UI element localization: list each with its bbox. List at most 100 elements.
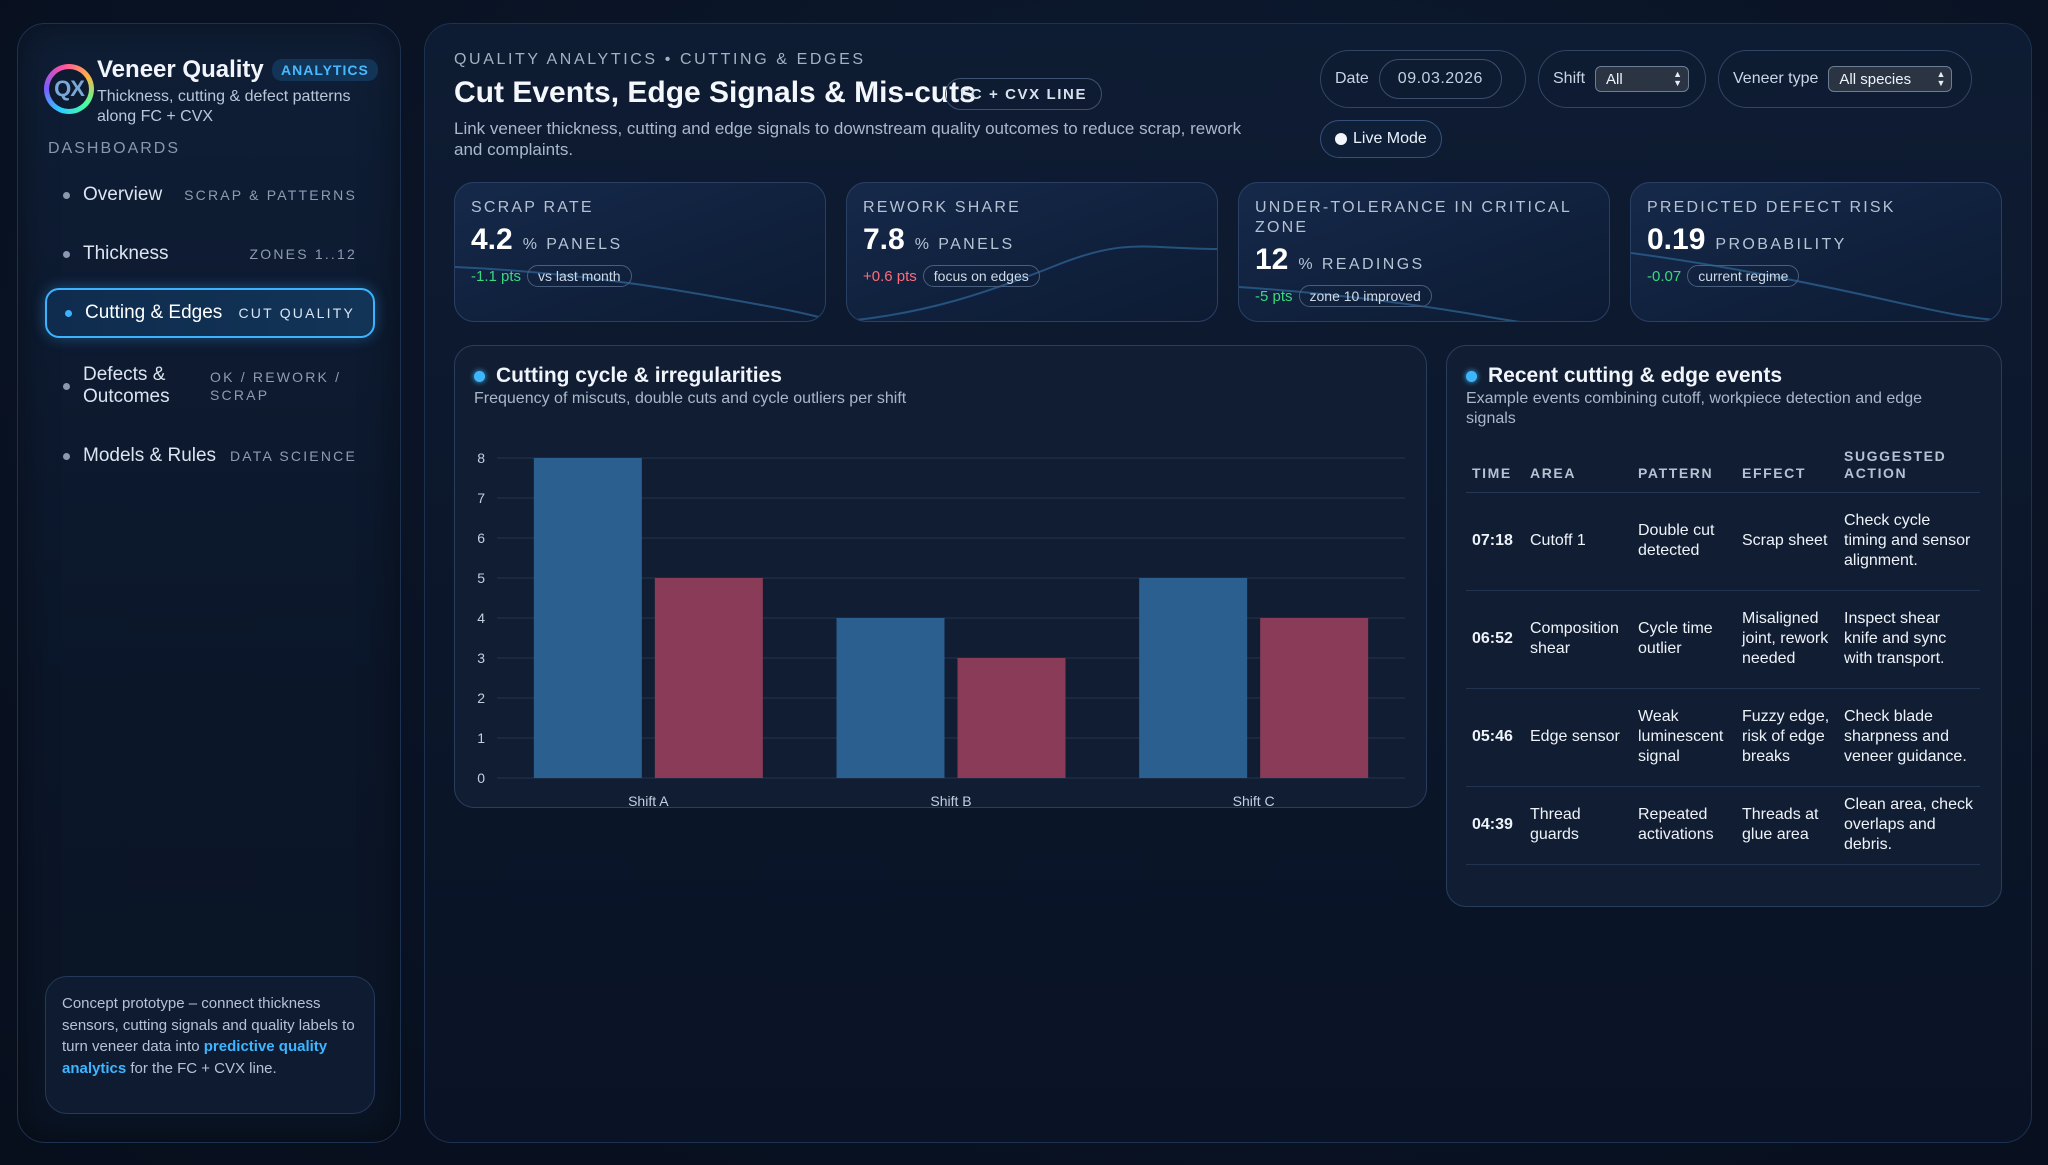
nav-item-label: Defects & Outcomes <box>83 364 170 407</box>
nav-item-tag: ZONES 1..12 <box>249 246 357 262</box>
kpi-unit: PROBABILITY <box>1715 236 1847 253</box>
sidebar: QX Veneer Quality ANALYTICS Thickness, c… <box>17 23 401 1143</box>
cutting-cycle-chart: 0 1 2 3 4 5 6 7 8 Shift A Shift B Shift C <box>477 450 1405 809</box>
event-action: Check cycle timing and sensor alignment. <box>1838 492 1980 591</box>
shift-filter-label: Shift <box>1553 70 1586 87</box>
y-tick-label: 3 <box>477 650 485 666</box>
bar <box>654 578 763 778</box>
event-time: 06:52 <box>1466 590 1524 689</box>
kpi-chip: focus on edges <box>922 265 1040 287</box>
kpi-unit: % PANELS <box>522 236 623 253</box>
bar <box>533 458 642 778</box>
column-header: TIME <box>1466 446 1524 493</box>
kpi-chip: current regime <box>1687 265 1800 287</box>
bar <box>1139 578 1248 778</box>
bar <box>836 618 945 778</box>
y-tick-label: 5 <box>477 570 485 586</box>
event-area: Composition shear <box>1524 590 1632 689</box>
bullet-icon <box>63 250 70 258</box>
brand-subtitle: Thickness, cutting & defect patterns alo… <box>97 88 351 125</box>
sparkline <box>455 266 825 320</box>
event-pattern: Weak luminescent signal <box>1632 688 1736 787</box>
table-row[interactable]: 06:52 Composition shear Cycle time outli… <box>1466 590 1980 689</box>
nav-item-defects-outcomes[interactable]: Defects & Outcomes OK / REWORK / SCRAP <box>45 361 375 411</box>
veneer-type-select[interactable]: All species ▲ ▼ <box>1828 66 1953 92</box>
kpi-label: PREDICTED DEFECT RISK <box>1647 199 1896 216</box>
concept-highlight: predictive quality analytics <box>62 1038 328 1077</box>
column-header: PATTERN <box>1632 446 1736 493</box>
kpi-value: 4.2 <box>471 223 513 256</box>
date-input[interactable]: 09.03.2026 <box>1378 59 1502 99</box>
event-effect: Threads at glue area <box>1736 786 1838 865</box>
event-action: Clean area, check overlaps and debris. <box>1838 786 1980 865</box>
recent-events-card: Recent cutting & edge events Example eve… <box>1446 345 2002 907</box>
chart-subtitle: Frequency of miscuts, double cuts and cy… <box>474 390 907 407</box>
veneer-type-filter: Veneer type All species ▲ ▼ <box>1718 50 1972 108</box>
table-row[interactable]: 05:46 Edge sensor Weak luminescent signa… <box>1466 688 1980 787</box>
event-area: Thread guards <box>1524 786 1632 865</box>
shift-select[interactable]: All ▲ ▼ <box>1595 66 1690 92</box>
kpi-delta: +0.6 pts <box>863 267 917 285</box>
y-tick-label: 4 <box>477 610 485 626</box>
nav-item-cutting-edges[interactable]: Cutting & Edges CUT QUALITY <box>45 288 375 338</box>
kpi-value: 12 <box>1255 243 1289 276</box>
line-badge: FC + CVX LINE <box>945 78 1103 110</box>
nav-item-thickness[interactable]: Thickness ZONES 1..12 <box>45 229 375 279</box>
event-time: 07:18 <box>1466 492 1524 591</box>
veneer-type-filter-label: Veneer type <box>1733 70 1819 87</box>
sparkline <box>1631 252 2001 321</box>
nav-item-label: Models & Rules <box>83 445 217 466</box>
brand-badge: ANALYTICS <box>272 59 378 81</box>
bullet-icon <box>65 309 72 317</box>
kpi-label: SCRAP RATE <box>471 199 594 216</box>
event-action: Check blade sharpness and veneer guidanc… <box>1838 688 1980 787</box>
table-row[interactable]: 04:39 Thread guards Repeated activations… <box>1466 786 1980 865</box>
shift-select-value: All <box>1606 70 1623 88</box>
nav-item-label: Thickness <box>83 243 169 264</box>
kpi-card-under-tolerance: UNDER-TOLERANCE IN CRITICAL ZONE 12 % RE… <box>1238 182 1610 322</box>
bar <box>957 658 1066 778</box>
title-dot-icon <box>474 370 485 382</box>
kpi-label: UNDER-TOLERANCE IN CRITICAL ZONE <box>1255 199 1572 236</box>
veneer-type-select-value: All species <box>1839 70 1912 88</box>
kpi-label: REWORK SHARE <box>863 199 1021 216</box>
select-arrows-icon: ▲ ▼ <box>1936 69 1946 88</box>
nav-item-models-rules[interactable]: Models & Rules DATA SCIENCE <box>45 431 375 481</box>
shift-filter: Shift All ▲ ▼ <box>1538 50 1706 108</box>
live-mode-button[interactable]: Live Mode <box>1320 120 1442 158</box>
column-header: AREA <box>1524 446 1632 493</box>
chart-title: Cutting cycle & irregularities <box>496 364 782 387</box>
cutting-cycle-chart-card: 0 1 2 3 4 5 6 7 8 Shift A Shift B Shift C Cutting c… <box>454 345 1427 809</box>
events-subtitle: Example events combining cutoff, workpie… <box>1466 390 1922 427</box>
kpi-card-scrap-rate: SCRAP RATE 4.2 % PANELS -1.1 pts vs last… <box>454 182 826 322</box>
nav-item-overview[interactable]: Overview SCRAP & PATTERNS <box>45 170 375 220</box>
concept-text-before: Concept prototype – connect thickness se… <box>62 995 355 1055</box>
y-tick-label: 2 <box>477 690 485 706</box>
event-area: Edge sensor <box>1524 688 1632 787</box>
nav-item-tag: CUT QUALITY <box>238 305 355 321</box>
table-row[interactable]: 07:18 Cutoff 1 Double cut detected Scrap… <box>1466 492 1980 591</box>
nav-item-tag: DATA SCIENCE <box>229 448 357 464</box>
dashboards-section-label: DASHBOARDS <box>48 140 181 157</box>
events-title: Recent cutting & edge events <box>1488 364 1783 387</box>
brand-logo-text: QX <box>49 69 89 109</box>
sparkline <box>847 245 1217 321</box>
bullet-icon <box>63 191 70 199</box>
bullet-icon <box>63 452 70 460</box>
x-tick-label: Shift C <box>1233 793 1275 809</box>
nav-item-tag: SCRAP & PATTERNS <box>184 187 357 203</box>
kpi-card-predicted-defect-risk: PREDICTED DEFECT RISK 0.19 PROBABILITY -… <box>1630 182 2002 322</box>
kpi-chip: vs last month <box>527 265 632 287</box>
brand-title: Veneer Quality <box>97 56 264 83</box>
sparkline <box>1239 286 1521 321</box>
y-tick-label: 0 <box>477 770 485 786</box>
kpi-delta: -1.1 pts <box>471 267 522 285</box>
y-tick-label: 7 <box>477 490 485 506</box>
event-time: 05:46 <box>1466 688 1524 787</box>
kpi-value: 0.19 <box>1647 223 1706 256</box>
page-description: Link veneer thickness, cutting and edge … <box>454 119 1242 159</box>
nav-item-tag: OK / REWORK / SCRAP <box>210 369 342 403</box>
event-pattern: Double cut detected <box>1632 492 1736 591</box>
bar <box>1260 618 1369 778</box>
live-mode-label: Live Mode <box>1353 130 1427 147</box>
